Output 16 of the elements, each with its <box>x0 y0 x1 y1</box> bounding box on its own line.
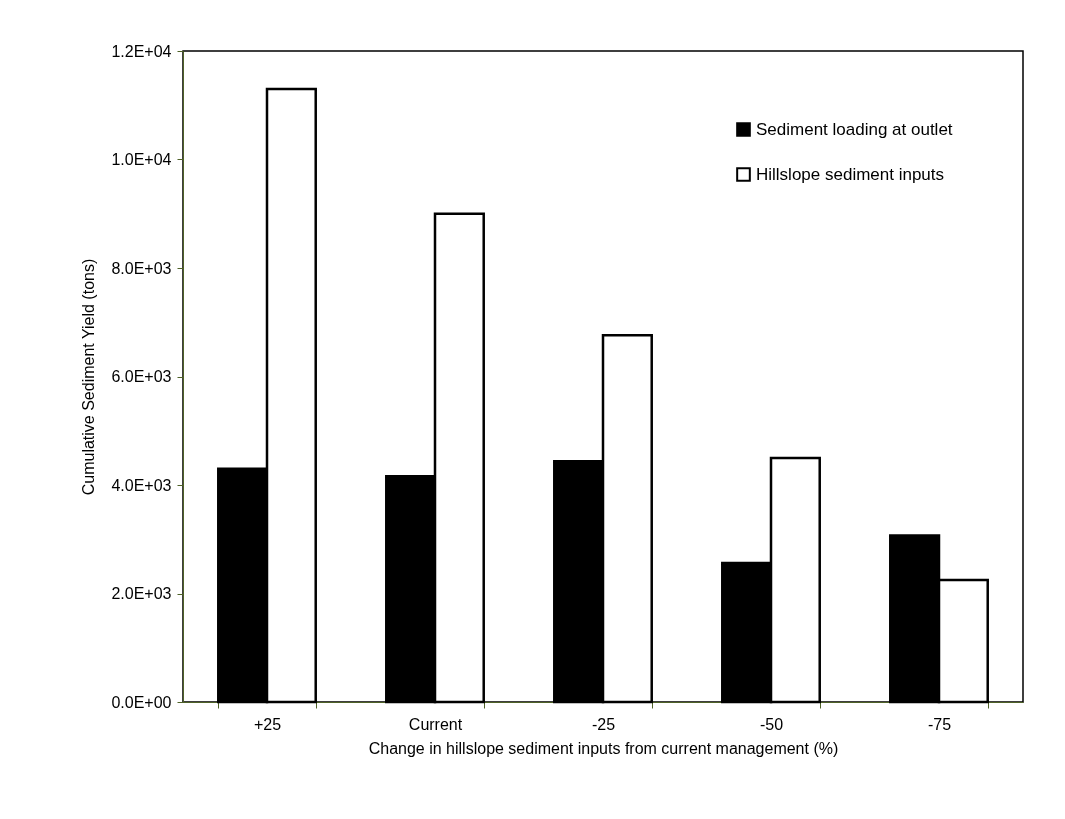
y-tick-label: 1.0E+04 <box>111 151 172 168</box>
y-tick-label: 8.0E+03 <box>111 259 172 277</box>
legend-label: Hillslope sediment inputs <box>756 164 945 184</box>
y-axis-title: Cumulative Sediment Yield (tons) <box>80 258 98 496</box>
legend-label: Sediment loading at outlet <box>756 119 953 139</box>
y-tick-label: 0.0E+00 <box>111 693 172 711</box>
x-tick-label: -50 <box>759 715 784 733</box>
y-tick-label: 1.2E+04 <box>111 42 172 60</box>
x-axis-title: Change in hillslope sediment inputs from current management (%) <box>368 739 839 757</box>
y-tick-label: 4.0E+03 <box>111 476 172 494</box>
x-tick-label: -75 <box>927 715 952 733</box>
y-tick-label: 6.0E+03 <box>111 368 172 385</box>
y-tick-label: 2.0E+03 <box>111 585 172 602</box>
x-tick-label: +25 <box>253 715 282 733</box>
x-tick-label: Current <box>408 715 463 733</box>
x-tick-label: -25 <box>591 715 616 733</box>
